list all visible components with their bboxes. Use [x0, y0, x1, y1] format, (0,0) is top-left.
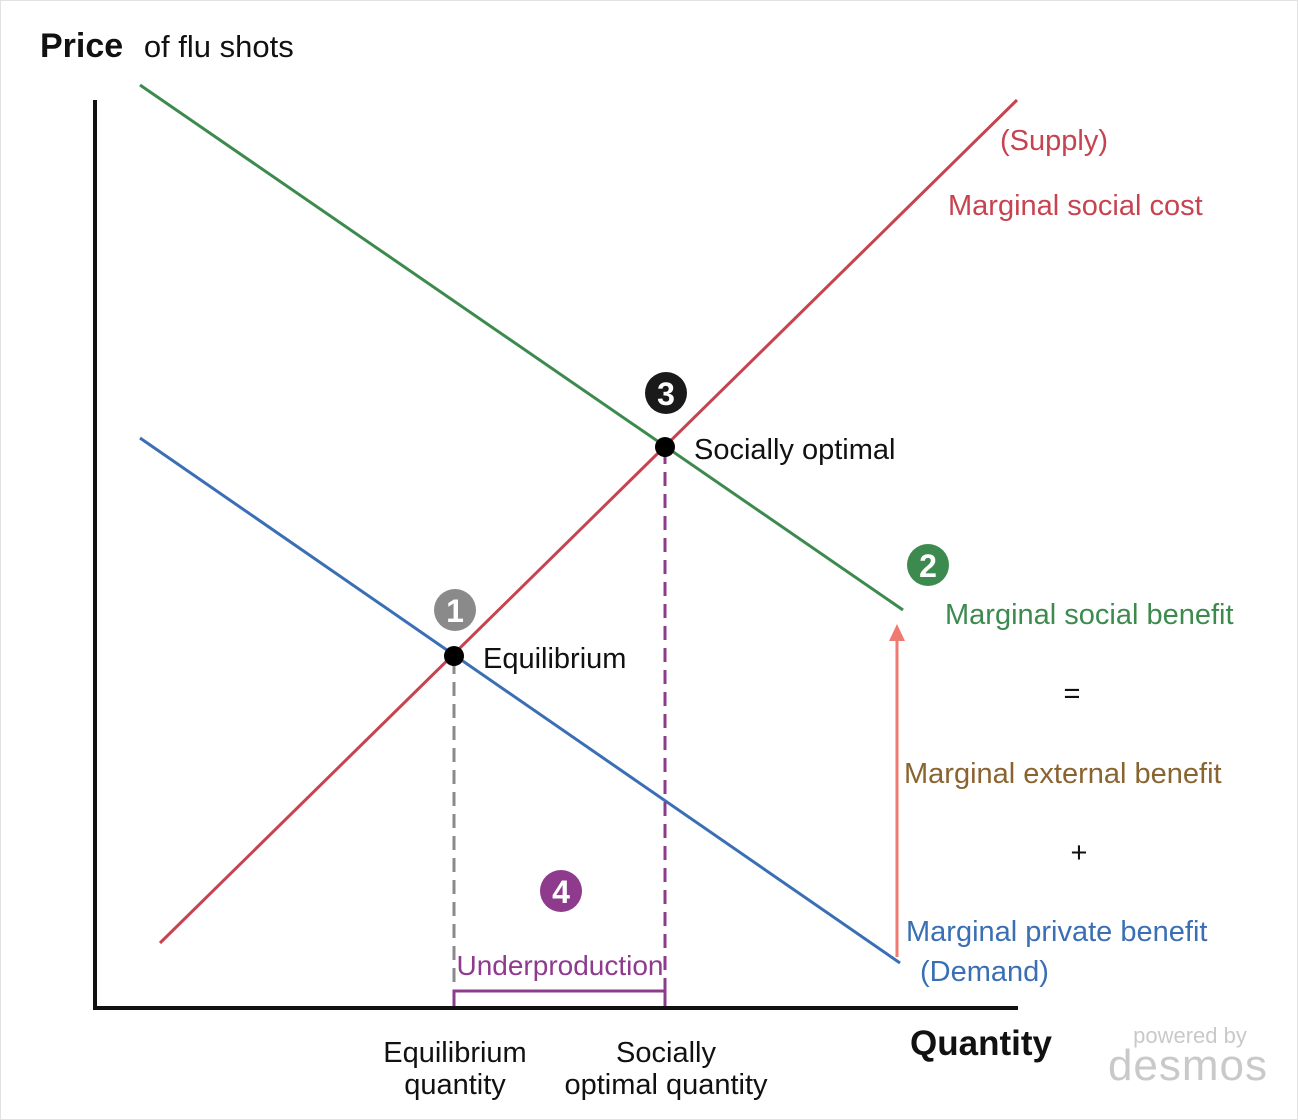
- underproduction-bracket: [452, 989, 667, 1006]
- demand-paren-label: (Demand): [920, 956, 1049, 988]
- equilibrium-quantity-tick-2: quantity: [404, 1069, 506, 1101]
- equilibrium-point: [444, 646, 464, 666]
- equals-sign: =: [1064, 678, 1081, 710]
- supply-paren-label: (Supply): [1000, 125, 1108, 157]
- marker-4: 4: [540, 870, 582, 912]
- social-optimum-point: [655, 437, 675, 457]
- msb-label: Marginal social benefit: [945, 599, 1234, 631]
- svg-text:3: 3: [657, 376, 675, 412]
- social-optimum-label: Socially optimal: [694, 434, 895, 466]
- desmos-logo-text: desmos: [1108, 1041, 1268, 1090]
- underproduction-label: Underproduction: [456, 950, 663, 981]
- marker-2: 2: [907, 544, 949, 586]
- svg-text:1: 1: [446, 593, 464, 629]
- msb-curve: [139, 83, 904, 612]
- optimal-quantity-tick-2: optimal quantity: [564, 1069, 768, 1101]
- meb-label: Marginal external benefit: [904, 758, 1222, 790]
- x-axis-title: Quantity: [910, 1024, 1052, 1063]
- supply-curve: [158, 98, 1019, 945]
- equilibrium-label: Equilibrium: [483, 643, 626, 675]
- marker-1: 1: [434, 589, 476, 631]
- marker-3: 3: [645, 372, 687, 414]
- plus-sign: +: [1071, 837, 1088, 869]
- chart-title: Price of flu shots: [40, 27, 294, 65]
- equilibrium-quantity-tick-1: Equilibrium: [383, 1037, 526, 1069]
- title-bold: Price: [40, 27, 123, 65]
- mpb-curve: [139, 436, 901, 965]
- optimal-quantity-tick-1: Socially: [616, 1037, 716, 1069]
- svg-text:4: 4: [552, 874, 570, 910]
- title-rest: of flu shots: [144, 29, 294, 64]
- external-benefit-arrowhead: [889, 624, 905, 641]
- mpb-label: Marginal private benefit: [906, 916, 1207, 948]
- powered-by-text: powered by: [1133, 1023, 1247, 1048]
- svg-text:2: 2: [919, 548, 937, 584]
- msc-label: Marginal social cost: [948, 190, 1203, 222]
